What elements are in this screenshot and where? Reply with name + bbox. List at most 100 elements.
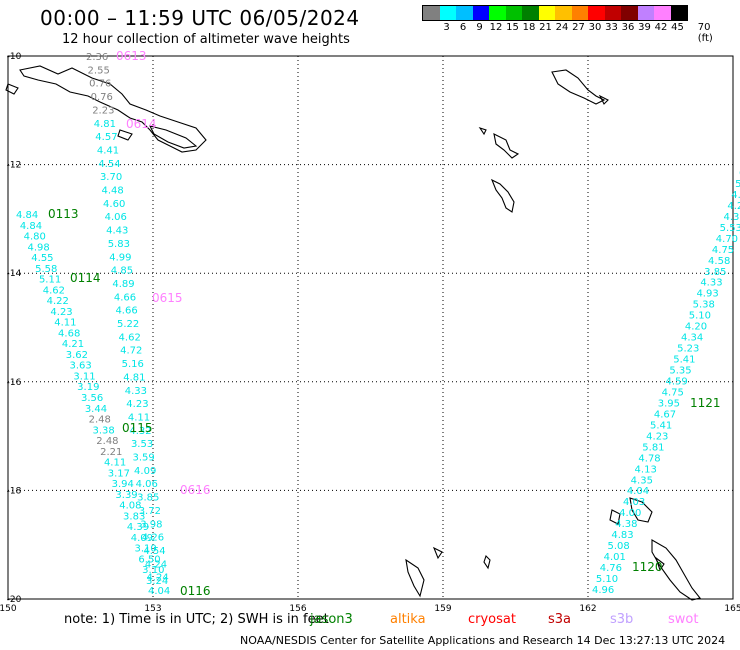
pass-time-label: 0115 [122,421,153,435]
wave-height-value: 4.34 [681,333,703,344]
wave-height-value: 6.50 [138,554,160,565]
wave-height-value: 4.09 [131,533,153,544]
wave-height-value: 4.13 [635,464,657,475]
wave-height-value: 5.16 [122,359,144,370]
wave-height-value: 4.68 [58,328,80,339]
wave-height-value: 4.93 [696,289,718,300]
map-subtitle: 12 hour collection of altimeter wave hei… [62,32,350,47]
legend-swatch [670,6,687,20]
latitude-label: -16 [7,378,22,388]
wave-height-value: 3.62 [66,350,88,361]
wave-height-value: 4.98 [27,242,49,253]
wave-height-value: 3.44 [85,404,107,415]
legend-color-bar [422,5,688,21]
wave-height-value: 5.81 [642,442,664,453]
wave-height-value: 3.10 [142,565,164,576]
longitude-label: 159 [434,604,451,614]
wave-height-value: 4.33 [125,386,147,397]
latitude-label: -20 [7,595,22,605]
legend-swatch [522,6,539,20]
wave-height-value: 4.66 [114,292,136,303]
wave-height-value: 4.24 [145,559,167,570]
wave-height-value: 4.22 [47,296,69,307]
wave-height-value: 4.41 [97,145,119,156]
satellite-name: altika [390,612,426,627]
wave-height-value: 5.35 [669,366,691,377]
wave-height-value: 4.24 [146,573,168,584]
wave-height-value: 3.85 [137,493,159,504]
wave-height-value: 4.03 [623,497,645,508]
wave-height-value: 4.57 [95,132,117,143]
wave-height-value: 4.38 [724,212,740,223]
wave-height-value: 5.41 [650,420,672,431]
wave-height-value: 4.84 [20,221,42,232]
wave-height-value: 4.33 [700,278,722,289]
wave-height-value: 4.01 [604,552,626,563]
wave-height-value: 4.20 [685,322,707,333]
legend-label: 45 [671,22,684,33]
wave-height-value: 4.83 [611,530,633,541]
wave-height-value: 2.55 [88,65,110,76]
legend-swatch [456,6,473,20]
wave-height-value: 4.32 [129,426,151,437]
wave-height-value: 4.95 [731,190,740,201]
wave-height-value: 4.62 [43,285,65,296]
satellite-name: swot [668,612,699,627]
legend-label: 15 [506,22,519,33]
wave-height-value: 4.11 [104,458,126,469]
wave-height-value: 3.85 [704,267,726,278]
wave-height-value: 0.76 [91,92,113,103]
legend-label: 24 [555,22,569,33]
wave-height-value: 4.84 [16,210,38,221]
wave-height-value: 4.76 [600,563,622,574]
wave-height-value: 4.96 [592,585,614,596]
wave-height-value: 4.58 [708,256,730,267]
wave-height-value: 5.53 [720,223,740,234]
pass-time-label: 0616 [180,483,211,497]
wave-height-value: 4.81 [94,119,116,130]
wave-height-value: 4.89 [112,279,134,290]
axis-labels: 150 153 156 159 162 165 -10 -12 -14 -16 -18 -20 [0,52,740,614]
wave-height-value: 4.67 [654,409,676,420]
wave-height-value: 5.23 [677,344,699,355]
legend-swatch [423,6,440,20]
wave-height-value: 5.10 [596,574,618,585]
wave-height-value: 3.10 [135,544,157,555]
wave-height-value: 4.35 [631,475,653,486]
wave-height-value: 4.48 [102,186,124,197]
legend-label: 30 [588,22,602,33]
wave-height-value: 3.83 [123,511,145,522]
wave-height-value: 4.70 [716,234,738,245]
wave-height-value: 0.76 [89,79,111,90]
wave-height-value: 3.11 [73,371,95,382]
wave-height-value: 4.54 [98,159,120,170]
wave-height-value: 4.72 [120,346,142,357]
legend-label: 42 [654,22,668,33]
coastline [432,546,443,560]
legend-label: 6 [459,22,467,33]
pass-time-label: 0615 [152,291,183,305]
wave-height-value: 3.17 [108,468,130,479]
wave-height-value: 2.48 [89,415,111,426]
wave-height-value: 5.08 [607,541,629,552]
pass-time-label: 0113 [48,207,79,221]
satellite-name: cryosat [468,612,516,627]
coastline [551,69,606,105]
wave-height-value: 4.59 [666,377,688,388]
wave-height-value: 4.09 [134,466,156,477]
legend-swatch [621,6,638,20]
wave-height-value: 4.85 [111,266,133,277]
wave-height-value: 4.08 [119,501,141,512]
wave-height-value: 2.36 [86,52,108,63]
coastline [490,178,515,213]
satellite-name: s3a [548,612,572,627]
wave-height-value: 3.39 [115,490,137,501]
legend-label: 9 [476,22,483,33]
wave-height-value: 4.29 [727,201,740,212]
pass-time-label: 1121 [690,396,721,410]
wave-height-value: 4.23 [50,307,72,318]
wave-height-value: 3.59 [133,453,155,464]
coastline [629,497,653,523]
wave-height-value: 3.63 [70,361,92,372]
legend-label: 39 [638,22,651,33]
